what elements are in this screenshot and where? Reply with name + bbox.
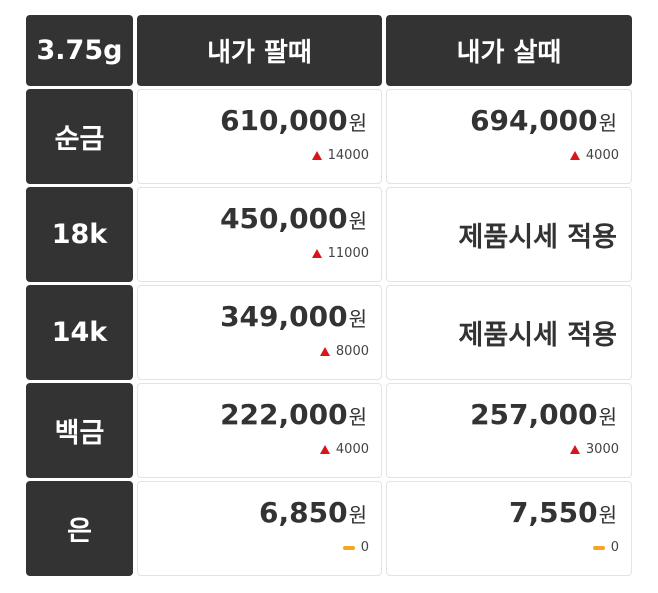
header-cell: 3.75g [26, 15, 133, 86]
row-label: 18k [26, 187, 133, 282]
price-value: 450,000 [220, 202, 348, 235]
change-value: 0 [610, 540, 619, 555]
unit: 원 [598, 111, 617, 135]
row-label: 14k [26, 285, 133, 380]
change-icon [319, 347, 330, 356]
price: 349,000원 [220, 300, 367, 333]
change-icon [311, 151, 322, 160]
note-text: 제품시세 적용 [458, 222, 617, 253]
change: 8000 [319, 344, 369, 359]
price-cell: 349,000원 8000 [137, 285, 382, 380]
price: 450,000원 [220, 202, 367, 235]
price-value: 7,550 [509, 496, 598, 529]
change: 0 [592, 540, 619, 555]
unit: 원 [348, 209, 367, 233]
change-value: 14000 [327, 148, 369, 163]
unit: 원 [348, 307, 367, 331]
price: 610,000원 [220, 104, 367, 137]
price-value: 694,000 [470, 104, 598, 137]
price-cell: 450,000원 11000 [137, 187, 382, 282]
unit: 원 [348, 503, 367, 527]
price-value: 6,850 [259, 496, 348, 529]
change: 3000 [569, 442, 619, 457]
row-label: 은 [26, 481, 133, 576]
price: 7,550원 [509, 496, 617, 529]
row-label: 순금 [26, 89, 133, 184]
price-cell: 610,000원 14000 [137, 89, 382, 184]
change: 11000 [311, 246, 369, 261]
price: 222,000원 [220, 398, 367, 431]
change-value: 4000 [335, 442, 369, 457]
change: 4000 [319, 442, 369, 457]
unit: 원 [348, 405, 367, 429]
price: 694,000원 [470, 104, 617, 137]
price-value: 349,000 [220, 300, 348, 333]
change-value: 4000 [585, 148, 619, 163]
change: 4000 [569, 148, 619, 163]
change-value: 8000 [335, 344, 369, 359]
change-icon [342, 545, 355, 550]
change-value: 3000 [585, 442, 619, 457]
change-value: 11000 [327, 246, 369, 261]
change-icon [592, 545, 605, 550]
price: 257,000원 [470, 398, 617, 431]
price-cell: 제품시세 적용 [386, 187, 632, 282]
price-cell: 694,000원 4000 [386, 89, 632, 184]
price-cell: 257,000원 3000 [386, 383, 632, 478]
row-label: 백금 [26, 383, 133, 478]
unit: 원 [598, 405, 617, 429]
header-cell: 내가 팔때 [137, 15, 382, 86]
note-text: 제품시세 적용 [458, 320, 617, 351]
change-icon [311, 249, 322, 258]
change-icon [319, 445, 330, 454]
change-value: 0 [360, 540, 369, 555]
change: 14000 [311, 148, 369, 163]
price-value: 610,000 [220, 104, 348, 137]
change-icon [569, 445, 580, 454]
price-value: 257,000 [470, 398, 598, 431]
price-value: 222,000 [220, 398, 348, 431]
price-cell: 6,850원 0 [137, 481, 382, 576]
price-cell: 222,000원 4000 [137, 383, 382, 478]
unit: 원 [598, 503, 617, 527]
price-cell: 제품시세 적용 [386, 285, 632, 380]
header-cell: 내가 살때 [386, 15, 632, 86]
change-icon [569, 151, 580, 160]
change: 0 [342, 540, 369, 555]
unit: 원 [348, 111, 367, 135]
price-cell: 7,550원 0 [386, 481, 632, 576]
price: 6,850원 [259, 496, 367, 529]
